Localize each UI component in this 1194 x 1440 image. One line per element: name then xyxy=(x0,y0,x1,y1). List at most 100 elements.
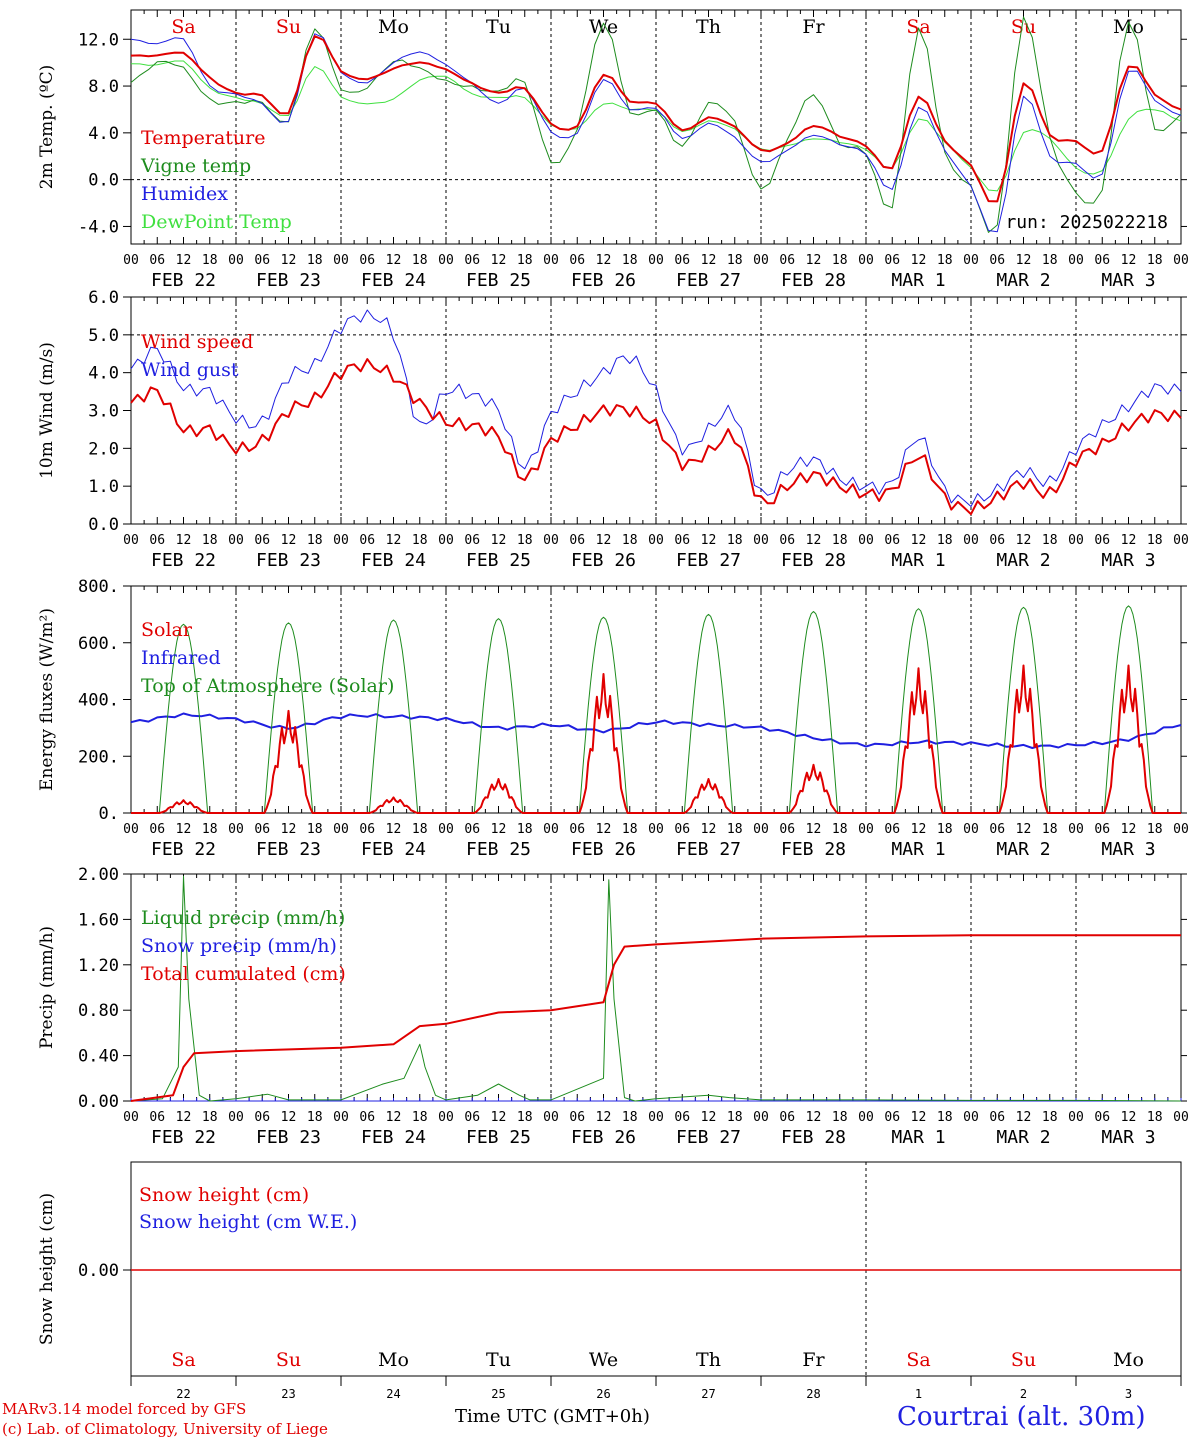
legend-entry: Liquid precip (mm/h) xyxy=(141,907,345,929)
hour-tick-label: 06 xyxy=(779,1110,795,1125)
hour-tick-label: 12 xyxy=(806,253,822,268)
hour-tick-label: 18 xyxy=(412,533,428,548)
hour-tick-label: 18 xyxy=(832,253,848,268)
hour-tick-label: 12 xyxy=(1121,533,1137,548)
hour-tick-label: 18 xyxy=(1147,253,1163,268)
hour-tick-label: 12 xyxy=(1121,822,1137,837)
y-tick-label: 1.20 xyxy=(78,956,119,976)
hour-tick-label: 12 xyxy=(911,533,927,548)
hour-tick-label: 12 xyxy=(806,1110,822,1125)
hour-tick-label: 00 xyxy=(963,533,979,548)
day-name-label: Su xyxy=(276,1349,301,1371)
legend-entry: DewPoint Temp xyxy=(141,211,292,233)
date-label: FEB 23 xyxy=(256,1127,321,1148)
date-label: FEB 22 xyxy=(151,550,216,571)
date-number-label: 25 xyxy=(491,1387,505,1401)
hour-tick-label: 06 xyxy=(989,822,1005,837)
y-tick-label: 1.0 xyxy=(88,477,119,497)
hour-tick-label: 06 xyxy=(149,533,165,548)
hour-tick-label: 00 xyxy=(333,1110,349,1125)
date-label: MAR 3 xyxy=(1101,270,1155,291)
hour-tick-label: 12 xyxy=(176,253,192,268)
hour-tick-label: 12 xyxy=(1016,1110,1032,1125)
date-number-label: 23 xyxy=(281,1387,295,1401)
hour-tick-label: 12 xyxy=(596,253,612,268)
hour-tick-label: 12 xyxy=(596,1110,612,1125)
date-label: FEB 28 xyxy=(781,550,846,571)
hour-tick-label: 00 xyxy=(228,1110,244,1125)
hour-tick-label: 06 xyxy=(779,253,795,268)
hour-tick-label: 06 xyxy=(359,253,375,268)
hour-tick-label: 00 xyxy=(333,533,349,548)
series-line-dewpoint-temp xyxy=(130,60,1182,192)
hour-tick-label: 00 xyxy=(438,1110,454,1125)
hour-tick-label: 18 xyxy=(937,253,953,268)
y-tick-label: 3.0 xyxy=(88,402,119,422)
day-name-label: Su xyxy=(276,16,301,38)
y-tick-label: 0.0 xyxy=(88,515,119,535)
hour-tick-label: 18 xyxy=(412,253,428,268)
y-tick-label: 800. xyxy=(78,577,119,597)
hour-tick-label: 00 xyxy=(963,1110,979,1125)
hour-tick-label: 00 xyxy=(543,822,559,837)
hour-tick-label: 06 xyxy=(884,533,900,548)
hour-tick-label: 12 xyxy=(1016,533,1032,548)
hour-tick-label: 06 xyxy=(674,253,690,268)
y-tick-label: 12.0 xyxy=(78,30,119,50)
hour-tick-label: 00 xyxy=(753,533,769,548)
y-axis-label: Precip (mm/h) xyxy=(37,926,57,1049)
hour-tick-label: 18 xyxy=(832,1110,848,1125)
date-label: FEB 22 xyxy=(151,270,216,291)
hour-tick-label: 06 xyxy=(359,822,375,837)
hour-tick-label: 18 xyxy=(202,1110,218,1125)
hour-tick-label: 06 xyxy=(1094,533,1110,548)
day-name-label: Tu xyxy=(486,16,511,38)
day-name-label: Tu xyxy=(486,1349,511,1371)
hour-tick-label: 18 xyxy=(622,822,638,837)
x-axis-title: Time UTC (GMT+0h) xyxy=(455,1406,650,1427)
date-label: MAR 3 xyxy=(1101,839,1155,860)
hour-tick-label: 00 xyxy=(123,253,139,268)
hour-tick-label: 18 xyxy=(727,822,743,837)
date-label: FEB 22 xyxy=(151,839,216,860)
date-label: FEB 28 xyxy=(781,839,846,860)
series-line-wind-gust xyxy=(130,309,1182,507)
hour-tick-label: 00 xyxy=(123,533,139,548)
hour-tick-label: 12 xyxy=(281,822,297,837)
hour-tick-label: 12 xyxy=(911,822,927,837)
hour-tick-label: 18 xyxy=(1147,1110,1163,1125)
hour-tick-label: 06 xyxy=(989,1110,1005,1125)
date-label: FEB 25 xyxy=(466,270,531,291)
hour-tick-label: 12 xyxy=(386,533,402,548)
hour-tick-label: 06 xyxy=(464,253,480,268)
hour-tick-label: 06 xyxy=(569,822,585,837)
series-line-liquid-precip xyxy=(130,875,1182,1102)
date-label: FEB 26 xyxy=(571,1127,636,1148)
model-credit-line: MARv3.14 model forced by GFS xyxy=(2,1400,247,1418)
hour-tick-label: 06 xyxy=(884,822,900,837)
hour-tick-label: 00 xyxy=(1068,533,1084,548)
hour-tick-label: 00 xyxy=(123,1110,139,1125)
series-line-infrared xyxy=(130,712,1182,749)
date-label: FEB 27 xyxy=(676,270,741,291)
hour-tick-label: 00 xyxy=(648,533,664,548)
hour-tick-label: 06 xyxy=(464,533,480,548)
hour-tick-label: 00 xyxy=(963,253,979,268)
legend-entry: Total cumulated (cm) xyxy=(141,963,346,985)
date-number-label: 22 xyxy=(176,1387,190,1401)
hour-tick-label: 18 xyxy=(202,533,218,548)
series-line-temperature xyxy=(130,35,1182,203)
date-label: FEB 26 xyxy=(571,550,636,571)
hour-tick-label: 18 xyxy=(1042,253,1058,268)
date-label: FEB 23 xyxy=(256,550,321,571)
hour-tick-label: 18 xyxy=(412,1110,428,1125)
date-label: MAR 2 xyxy=(996,1127,1050,1148)
panel-1: 12.0 8.0 4.0 0.0 -4.0 2m Temp. (ºC) 00 06 12 18 FE… xyxy=(37,9,1189,291)
hour-tick-label: 00 xyxy=(1173,533,1189,548)
hour-tick-label: 00 xyxy=(858,822,874,837)
hour-tick-label: 00 xyxy=(1173,1110,1189,1125)
panel-3: 800. 600. 400. 200. 0. Energy fluxes (W/m²) 00… xyxy=(37,577,1189,860)
hour-tick-label: 18 xyxy=(202,253,218,268)
hour-tick-label: 12 xyxy=(806,533,822,548)
